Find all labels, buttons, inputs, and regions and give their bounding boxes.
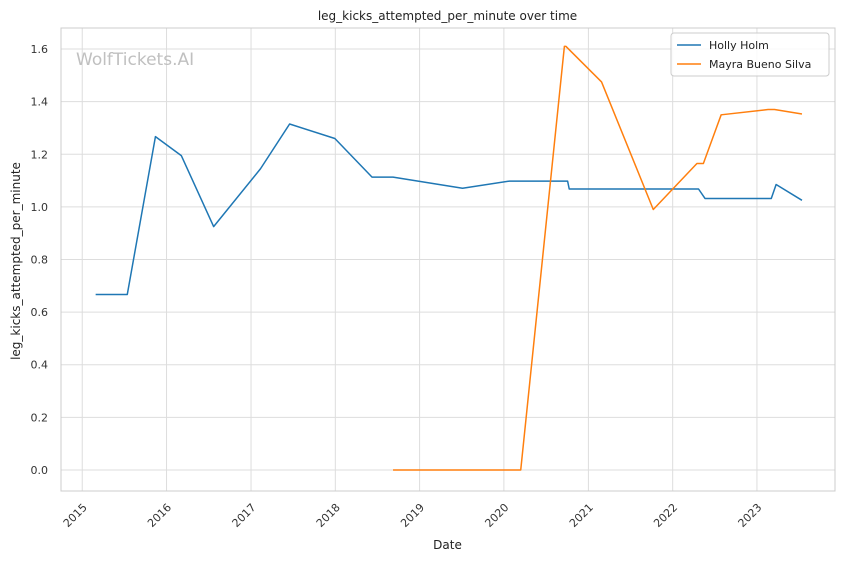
legend: Holly Holm Mayra Bueno Silva (670, 32, 830, 77)
y-tick-label: 0.0 (31, 464, 49, 477)
legend-label-holly-holm: Holly Holm (709, 39, 769, 52)
x-axis-label: Date (433, 538, 462, 552)
y-tick-label: 1.2 (31, 148, 49, 161)
y-tick-label: 0.2 (31, 411, 49, 424)
series-line-holly-holm (95, 123, 803, 296)
chart-title: leg_kicks_attempted_per_minute over time (318, 9, 577, 23)
series-lines (95, 45, 803, 471)
legend-box (670, 32, 830, 77)
y-axis-label: leg_kicks_attempted_per_minute (9, 162, 23, 360)
y-tick-label: 1.6 (31, 43, 49, 56)
y-tick-label: 1.0 (31, 201, 49, 214)
series-line-mayra-bueno-silva (393, 45, 803, 471)
grid-lines (61, 28, 835, 491)
legend-label-mayra-bueno-silva: Mayra Bueno Silva (709, 58, 811, 71)
y-tick-label: 0.8 (31, 254, 49, 267)
y-tick-label: 1.4 (31, 96, 49, 109)
y-tick-labels: 0.0 0.2 0.4 0.6 0.8 1.0 1.2 1.4 1.6 (31, 43, 49, 477)
plot-frame (60, 27, 836, 492)
y-tick-label: 0.4 (31, 359, 49, 372)
watermark-text: WolfTickets.AI (76, 50, 194, 70)
y-tick-label: 0.6 (31, 306, 49, 319)
